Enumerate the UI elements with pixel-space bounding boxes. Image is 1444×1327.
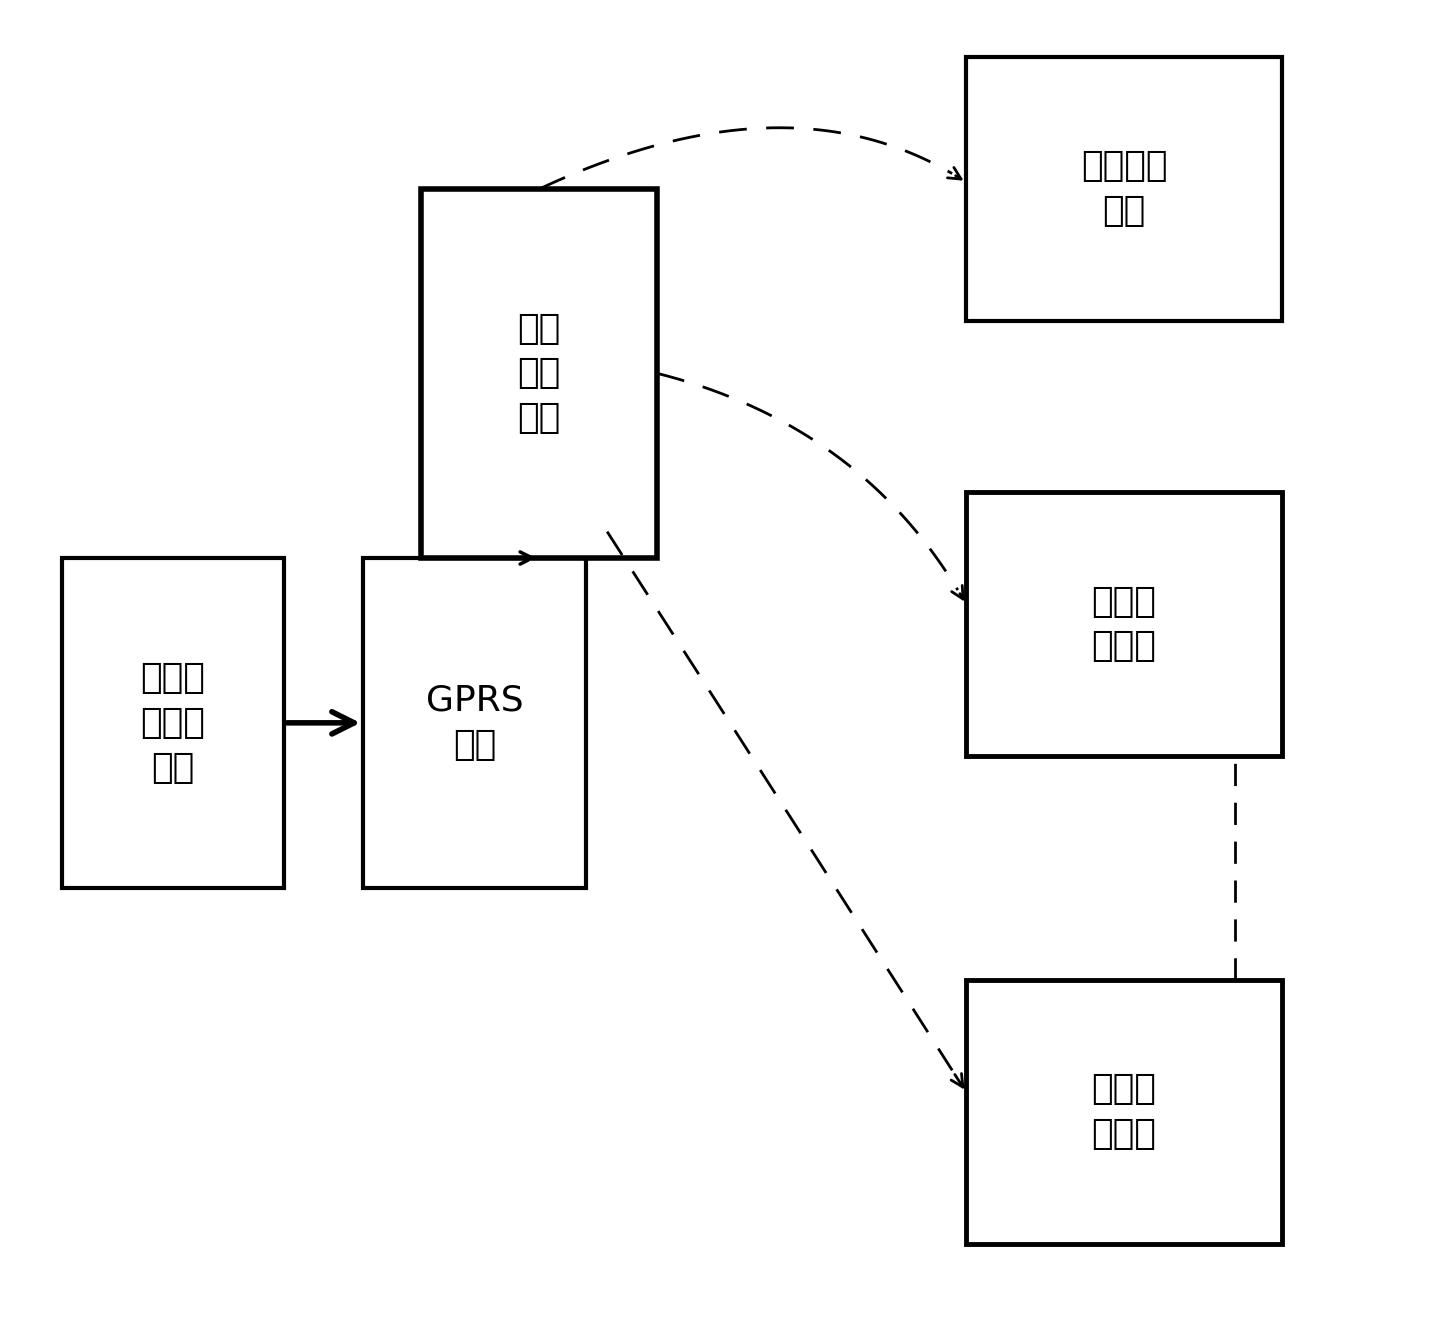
Text: 数据发
送服务
器端: 数据发 送服务 器端 <box>140 661 205 784</box>
FancyBboxPatch shape <box>966 979 1282 1243</box>
FancyBboxPatch shape <box>966 492 1282 756</box>
FancyBboxPatch shape <box>420 188 657 559</box>
FancyBboxPatch shape <box>362 559 586 888</box>
FancyBboxPatch shape <box>966 57 1282 321</box>
FancyBboxPatch shape <box>62 559 284 888</box>
Text: GPRS
模块: GPRS 模块 <box>426 683 523 762</box>
Text: 数据接收
终端: 数据接收 终端 <box>1080 150 1167 228</box>
Text: 数据接
收终端: 数据接 收终端 <box>1092 1072 1157 1152</box>
Text: 数据接
收终端: 数据接 收终端 <box>1092 584 1157 664</box>
Text: 移动
网络
基站: 移动 网络 基站 <box>517 312 560 435</box>
